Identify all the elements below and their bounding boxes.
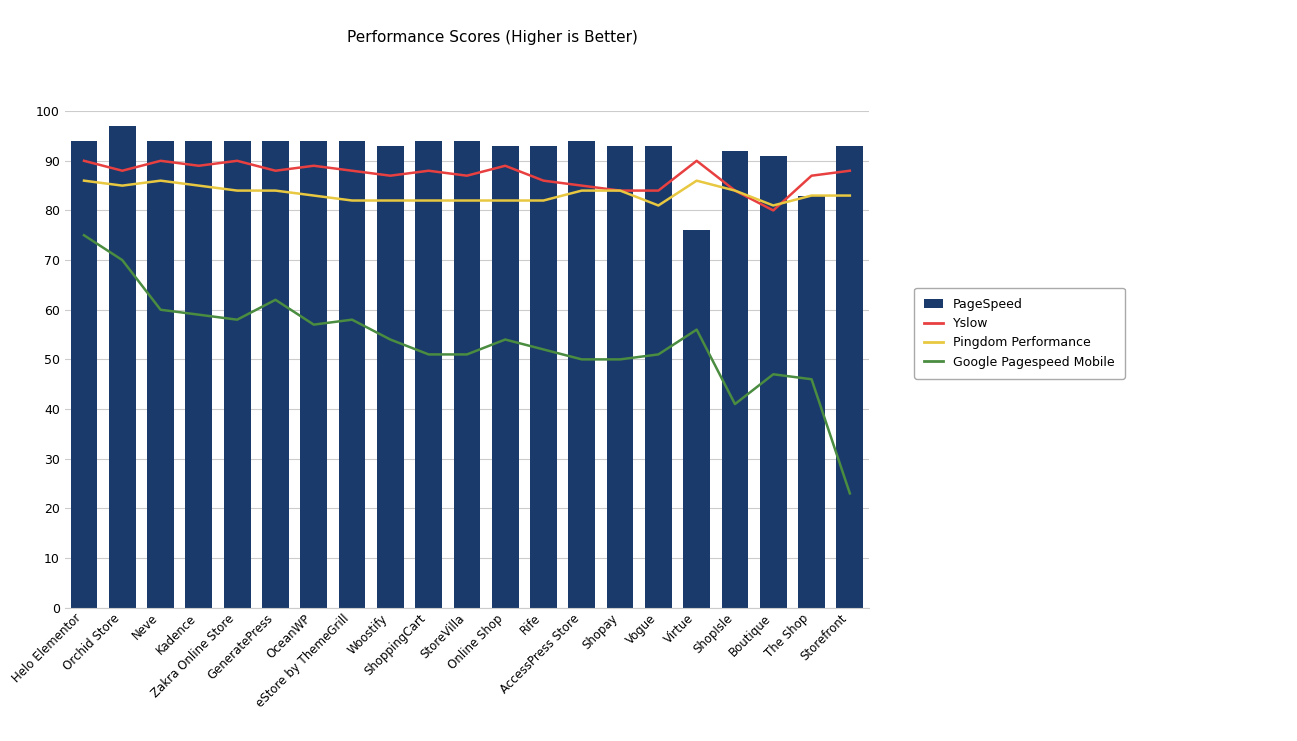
Bar xyxy=(301,141,327,608)
Bar xyxy=(645,146,672,608)
Bar xyxy=(760,156,787,608)
Legend: PageSpeed, Yslow, Pingdom Performance, Google Pagespeed Mobile: PageSpeed, Yslow, Pingdom Performance, G… xyxy=(914,288,1124,379)
Bar xyxy=(454,141,480,608)
Bar xyxy=(262,141,289,608)
Bar xyxy=(607,146,633,608)
Bar xyxy=(147,141,174,608)
Bar xyxy=(339,141,366,608)
Bar xyxy=(185,141,213,608)
Bar xyxy=(492,146,519,608)
Bar xyxy=(530,146,556,608)
Text: Performance Scores (Higher is Better): Performance Scores (Higher is Better) xyxy=(348,30,638,44)
Bar xyxy=(415,141,442,608)
Bar xyxy=(568,141,595,608)
Bar xyxy=(377,146,403,608)
Bar xyxy=(70,141,97,608)
Bar xyxy=(684,230,709,608)
Bar xyxy=(109,126,136,608)
Bar xyxy=(721,151,748,608)
Bar xyxy=(798,196,825,608)
Bar xyxy=(224,141,250,608)
Bar xyxy=(837,146,864,608)
